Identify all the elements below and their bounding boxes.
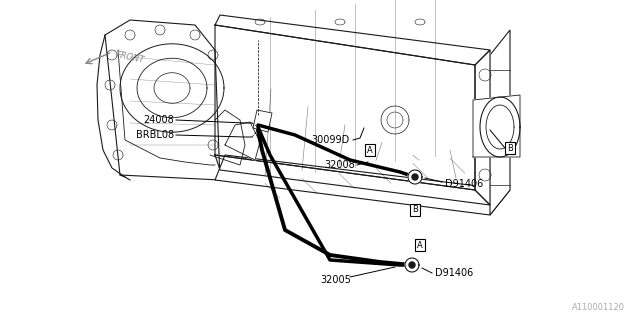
Text: 24008: 24008 (143, 115, 174, 125)
Polygon shape (215, 25, 475, 190)
Polygon shape (215, 155, 490, 205)
Text: FRONT: FRONT (115, 51, 145, 65)
Polygon shape (215, 15, 490, 65)
Text: A: A (367, 146, 373, 155)
Text: BRBL08: BRBL08 (136, 130, 174, 140)
Text: 30099D: 30099D (312, 135, 350, 145)
Text: 32008: 32008 (324, 160, 355, 170)
Text: D91406: D91406 (445, 179, 483, 189)
Polygon shape (215, 155, 510, 215)
Polygon shape (225, 122, 260, 160)
Text: B: B (412, 205, 418, 214)
Polygon shape (412, 174, 418, 180)
Text: B: B (507, 143, 513, 153)
Polygon shape (409, 262, 415, 268)
Text: A: A (417, 241, 423, 250)
Polygon shape (480, 97, 520, 157)
Polygon shape (408, 170, 422, 184)
Text: A110001120: A110001120 (572, 303, 625, 312)
Polygon shape (253, 110, 272, 132)
Text: D91406: D91406 (435, 268, 473, 278)
Polygon shape (105, 20, 220, 180)
Text: 32005: 32005 (321, 275, 351, 285)
Polygon shape (475, 50, 490, 205)
Polygon shape (405, 258, 419, 272)
Polygon shape (473, 95, 520, 157)
Polygon shape (490, 30, 510, 215)
